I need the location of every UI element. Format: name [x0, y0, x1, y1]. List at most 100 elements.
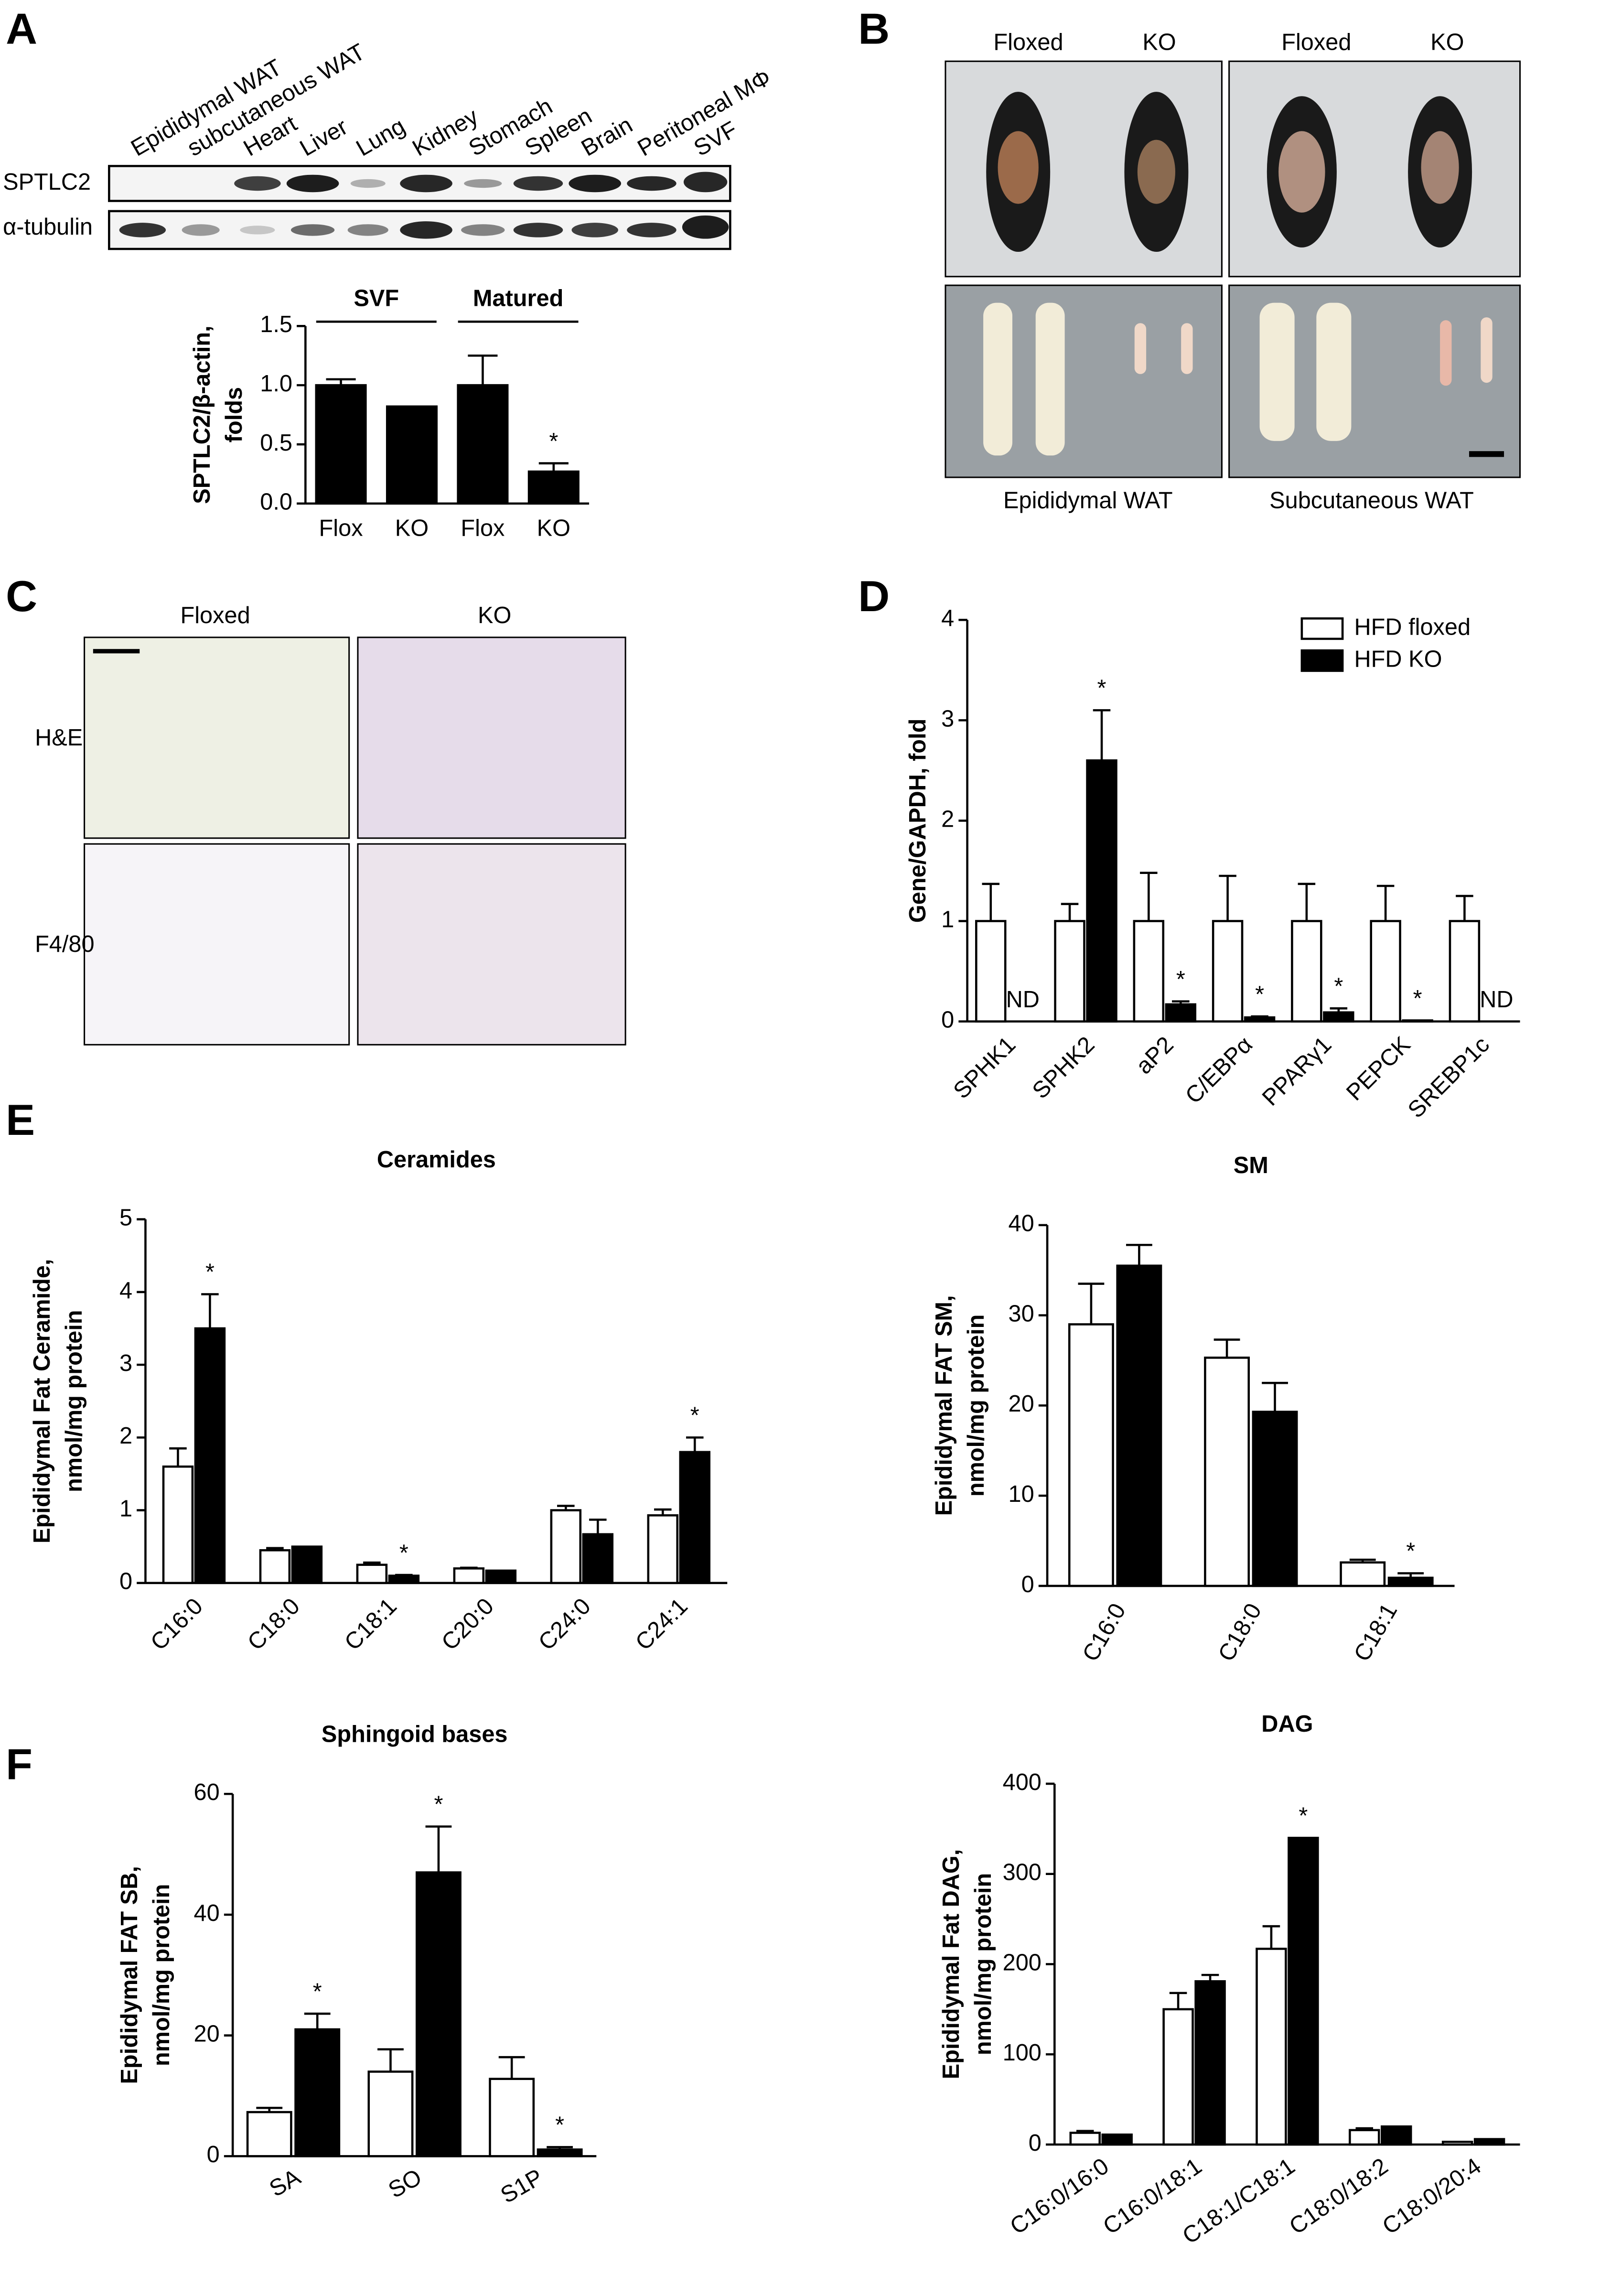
bar	[294, 2028, 341, 2157]
band	[513, 176, 563, 191]
panel-label: D	[858, 572, 890, 621]
bar	[388, 1574, 420, 1585]
band	[119, 223, 166, 237]
group-label: Matured	[473, 285, 563, 311]
band	[627, 176, 677, 191]
bar	[1069, 2132, 1101, 2146]
y-tick-label: 2	[941, 806, 954, 832]
significance-star: *	[1097, 676, 1106, 701]
y-tick-label: 20	[194, 2021, 220, 2047]
photo-caption: Subcutaneous WAT	[1269, 488, 1474, 514]
bar	[489, 2078, 535, 2157]
y-tick-label: 0	[207, 2142, 220, 2167]
y-axis-label: Epididymal FAT SB,	[117, 1866, 142, 2084]
bar	[537, 2148, 583, 2157]
chart-title: DAG	[1261, 1711, 1313, 1737]
bar	[485, 1569, 517, 1585]
bar	[1441, 2141, 1473, 2146]
bar	[1054, 920, 1085, 1023]
y-tick-label: 0	[119, 1569, 132, 1595]
western-blot: SPTLC2 α-tubulin	[3, 165, 731, 250]
chart-title: SM	[1234, 1153, 1268, 1178]
band	[513, 223, 563, 237]
fat-pad	[1035, 302, 1065, 456]
bar	[527, 470, 580, 505]
bar	[1291, 920, 1322, 1023]
y-tick-label: 40	[194, 1900, 220, 1926]
chart-title: Sphingoid bases	[322, 1721, 508, 1747]
y-tick-label: 400	[1003, 1769, 1042, 1795]
histology-row-label: H&E	[35, 725, 83, 751]
bar	[1162, 2008, 1194, 2146]
band	[400, 174, 452, 193]
bar	[1212, 920, 1244, 1023]
bar	[162, 1465, 194, 1585]
legend-swatch	[1300, 649, 1344, 672]
bar	[1340, 1561, 1386, 1587]
micrograph	[84, 843, 350, 1046]
fat-pad	[1181, 323, 1193, 374]
y-axis-label: nmol/mg protein	[963, 1315, 989, 1497]
fat-pad	[1481, 317, 1493, 383]
blot-row-label: α-tubulin	[3, 214, 93, 240]
y-axis-label: nmol/mg protein	[61, 1310, 87, 1493]
y-tick-label: 30	[1008, 1301, 1034, 1326]
y-tick-label: 40	[1008, 1211, 1034, 1237]
band	[400, 221, 452, 239]
scale-bar	[1469, 451, 1504, 457]
fat-pad	[1134, 323, 1147, 374]
bar	[194, 1327, 226, 1585]
band	[240, 226, 275, 235]
photo-caption: Epididymal WAT	[1003, 488, 1173, 514]
panel-label: B	[858, 4, 890, 53]
micrograph	[84, 636, 350, 839]
y-tick-label: 2	[119, 1423, 132, 1449]
significance-star: *	[555, 2113, 564, 2138]
scale-bar	[93, 649, 140, 654]
bar	[367, 2070, 414, 2157]
band	[627, 223, 677, 237]
y-tick-label: 20	[1008, 1391, 1034, 1417]
tissue	[1278, 131, 1325, 213]
bar	[315, 384, 367, 505]
bar	[1252, 1411, 1298, 1587]
tissue	[998, 131, 1039, 204]
panel-label: C	[6, 572, 37, 621]
bar	[415, 1871, 462, 2157]
band	[182, 224, 220, 236]
y-tick-label: 5	[119, 1205, 132, 1231]
bar	[1449, 920, 1481, 1023]
x-tick-label: KO	[537, 515, 570, 541]
bar	[1068, 1323, 1114, 1587]
bar	[356, 1563, 388, 1585]
y-tick-label: 1	[119, 1496, 132, 1521]
x-tick-label: Flox	[461, 515, 505, 541]
band	[683, 172, 728, 193]
bar	[453, 1567, 485, 1585]
y-axis-label: SPTLC2/β-actin,	[189, 325, 215, 504]
legend-swatch	[1300, 617, 1344, 640]
panel-label: A	[6, 4, 37, 53]
histology-column-label: KO	[478, 603, 511, 628]
y-tick-label: 1.5	[260, 312, 292, 337]
bar	[1473, 2138, 1505, 2146]
significance-star: *	[205, 1260, 215, 1285]
band	[234, 176, 281, 191]
y-tick-label: 3	[941, 706, 954, 732]
significance-star: *	[1255, 981, 1264, 1007]
bar	[1194, 1980, 1226, 2146]
fat-pad	[1316, 302, 1352, 441]
photo-column-label: KO	[1430, 30, 1464, 55]
bar	[1204, 1357, 1250, 1587]
y-tick-label: 0	[941, 1007, 954, 1033]
y-tick-label: 300	[1003, 1860, 1042, 1886]
significance-star: *	[434, 1792, 443, 1818]
bar	[679, 1451, 711, 1585]
bar	[1288, 1836, 1319, 2146]
y-axis-label: Epididymal Fat DAG,	[938, 1849, 964, 2080]
significance-star: *	[549, 429, 558, 454]
y-tick-label: 1.0	[260, 371, 292, 397]
y-tick-label: 3	[119, 1350, 132, 1376]
